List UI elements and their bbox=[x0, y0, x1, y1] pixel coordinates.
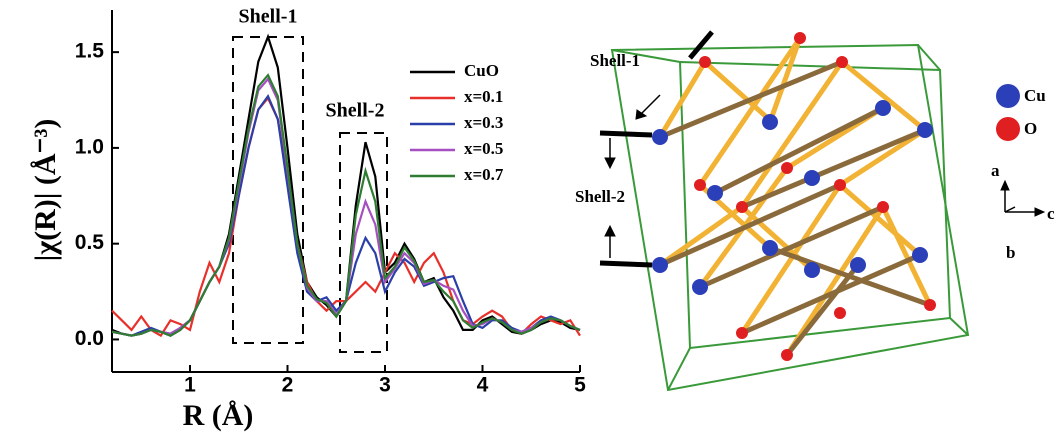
y-tick-label: 0.5 bbox=[75, 231, 105, 254]
page: R (Å) |χ(R)| (Å⁻³) 0.00.51.01.512345Shel… bbox=[0, 0, 1057, 441]
cu-atom bbox=[707, 185, 723, 201]
cu-atom bbox=[652, 129, 668, 145]
cu-atom bbox=[912, 247, 928, 263]
o-atom bbox=[877, 201, 889, 213]
o-atom bbox=[699, 56, 711, 68]
x-tick-label: 5 bbox=[574, 374, 586, 397]
y-tick-label: 1.5 bbox=[75, 40, 105, 63]
shell-2-label: Shell-2 bbox=[575, 187, 625, 206]
cu-atom bbox=[804, 170, 820, 186]
legend-label: x=0.5 bbox=[464, 139, 503, 158]
bond bbox=[840, 130, 925, 185]
cu-atom bbox=[875, 100, 891, 116]
legend-label: x=0.7 bbox=[464, 165, 504, 184]
cu-atom bbox=[652, 257, 668, 273]
o-legend-atom bbox=[996, 117, 1020, 141]
shell-1-annotation: Shell-1 bbox=[239, 6, 298, 28]
axis-a-label: a bbox=[991, 161, 1000, 180]
y-axis-label: |χ(R)| (Å⁻³) bbox=[29, 119, 62, 262]
cu-atom bbox=[692, 279, 708, 295]
legend-label: x=0.1 bbox=[464, 87, 503, 106]
o-atom bbox=[794, 32, 806, 44]
o-atom bbox=[781, 349, 793, 361]
figure: R (Å) |χ(R)| (Å⁻³) 0.00.51.01.512345Shel… bbox=[0, 0, 1057, 441]
cu-label: Cu bbox=[1024, 86, 1046, 105]
legend-label: CuO bbox=[464, 61, 499, 80]
x-axis-label: R (Å) bbox=[183, 399, 254, 432]
cu-atom bbox=[762, 114, 778, 130]
o-atom bbox=[694, 179, 706, 191]
x-tick-label: 2 bbox=[282, 374, 294, 397]
shell-2-annotation: Shell-2 bbox=[326, 100, 385, 122]
y-tick-label: 1.0 bbox=[75, 135, 104, 158]
o-atom bbox=[834, 179, 846, 191]
x-tick-label: 4 bbox=[477, 374, 489, 397]
cu-atom bbox=[917, 122, 933, 138]
cu-legend-atom bbox=[996, 84, 1020, 108]
x-tick-label: 3 bbox=[379, 374, 391, 397]
bonds bbox=[660, 38, 930, 355]
chart: 0.0 0.5 1.0 1.5 1 2 3 4 5 Shell-1 Shell-2 CuO x=0.1 x… bbox=[75, 6, 586, 397]
x-tick-label: 1 bbox=[184, 374, 196, 397]
axis-b-label: b bbox=[1006, 243, 1015, 262]
cu-atom bbox=[850, 257, 866, 273]
o-atom bbox=[736, 327, 748, 339]
o-atom bbox=[736, 201, 748, 213]
o-atom bbox=[834, 307, 846, 319]
cu-atom bbox=[804, 262, 820, 278]
legend-label: x=0.3 bbox=[464, 113, 503, 132]
o-atom bbox=[836, 56, 848, 68]
series-line bbox=[112, 37, 580, 336]
cu-atom bbox=[762, 240, 778, 256]
y-tick-label: 0.0 bbox=[75, 327, 104, 350]
crystal-diagram: Shell-1 Shell-2 Cu O a b c bbox=[575, 32, 1055, 390]
o-label: O bbox=[1024, 119, 1037, 138]
unit-cell bbox=[612, 45, 968, 390]
shell-1-label: Shell-1 bbox=[590, 51, 640, 70]
o-atom bbox=[924, 299, 936, 311]
axis-c-label: c bbox=[1047, 204, 1055, 223]
o-atom bbox=[781, 162, 793, 174]
